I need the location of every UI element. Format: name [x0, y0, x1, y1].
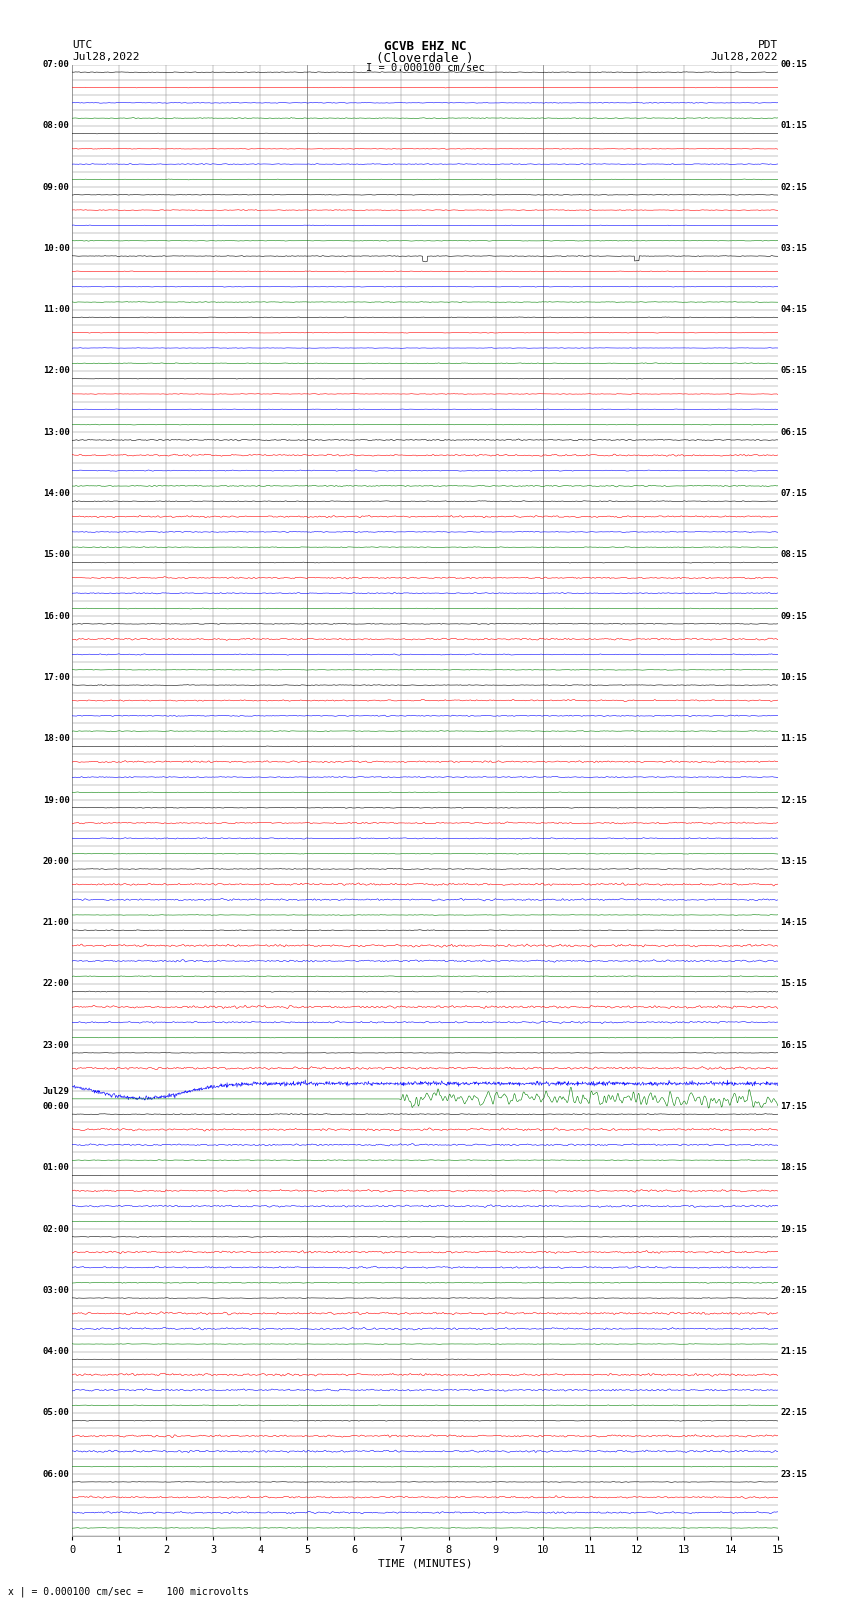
- Text: 18:15: 18:15: [780, 1163, 808, 1173]
- Text: I = 0.000100 cm/sec: I = 0.000100 cm/sec: [366, 63, 484, 73]
- Text: 17:15: 17:15: [780, 1102, 808, 1111]
- Text: 03:15: 03:15: [780, 244, 808, 253]
- Text: 21:15: 21:15: [780, 1347, 808, 1357]
- Text: 11:00: 11:00: [42, 305, 70, 315]
- Text: 07:15: 07:15: [780, 489, 808, 498]
- Text: 11:15: 11:15: [780, 734, 808, 744]
- Text: 09:15: 09:15: [780, 611, 808, 621]
- Text: 05:00: 05:00: [42, 1408, 70, 1418]
- Text: 04:00: 04:00: [42, 1347, 70, 1357]
- Text: 15:15: 15:15: [780, 979, 808, 989]
- Text: 15:00: 15:00: [42, 550, 70, 560]
- Text: 10:00: 10:00: [42, 244, 70, 253]
- Text: 01:15: 01:15: [780, 121, 808, 131]
- Text: 05:15: 05:15: [780, 366, 808, 376]
- Text: 19:15: 19:15: [780, 1224, 808, 1234]
- Text: 19:00: 19:00: [42, 795, 70, 805]
- Text: 12:00: 12:00: [42, 366, 70, 376]
- Text: 09:00: 09:00: [42, 182, 70, 192]
- Text: UTC: UTC: [72, 40, 93, 50]
- Text: 21:00: 21:00: [42, 918, 70, 927]
- Text: (Cloverdale ): (Cloverdale ): [377, 52, 473, 65]
- Text: PDT: PDT: [757, 40, 778, 50]
- Text: 22:15: 22:15: [780, 1408, 808, 1418]
- Text: 20:00: 20:00: [42, 857, 70, 866]
- Text: 03:00: 03:00: [42, 1286, 70, 1295]
- Text: 01:00: 01:00: [42, 1163, 70, 1173]
- Text: 06:15: 06:15: [780, 427, 808, 437]
- Text: 16:00: 16:00: [42, 611, 70, 621]
- Text: 08:00: 08:00: [42, 121, 70, 131]
- Text: 18:00: 18:00: [42, 734, 70, 744]
- Text: 13:15: 13:15: [780, 857, 808, 866]
- Text: 00:15: 00:15: [780, 60, 808, 69]
- Text: 06:00: 06:00: [42, 1469, 70, 1479]
- Text: 08:15: 08:15: [780, 550, 808, 560]
- Text: 00:00: 00:00: [42, 1102, 70, 1111]
- Text: x | = 0.000100 cm/sec =    100 microvolts: x | = 0.000100 cm/sec = 100 microvolts: [8, 1586, 249, 1597]
- Text: GCVB EHZ NC: GCVB EHZ NC: [383, 40, 467, 53]
- Text: Jul28,2022: Jul28,2022: [72, 52, 139, 61]
- Text: 14:15: 14:15: [780, 918, 808, 927]
- Text: 20:15: 20:15: [780, 1286, 808, 1295]
- Text: 23:00: 23:00: [42, 1040, 70, 1050]
- X-axis label: TIME (MINUTES): TIME (MINUTES): [377, 1558, 473, 1569]
- Text: 02:00: 02:00: [42, 1224, 70, 1234]
- Text: 07:00: 07:00: [42, 60, 70, 69]
- Text: Jul28,2022: Jul28,2022: [711, 52, 778, 61]
- Text: Jul29: Jul29: [42, 1087, 70, 1095]
- Text: 10:15: 10:15: [780, 673, 808, 682]
- Text: 12:15: 12:15: [780, 795, 808, 805]
- Text: 13:00: 13:00: [42, 427, 70, 437]
- Text: 17:00: 17:00: [42, 673, 70, 682]
- Text: 23:15: 23:15: [780, 1469, 808, 1479]
- Text: 22:00: 22:00: [42, 979, 70, 989]
- Text: 04:15: 04:15: [780, 305, 808, 315]
- Text: 16:15: 16:15: [780, 1040, 808, 1050]
- Text: 14:00: 14:00: [42, 489, 70, 498]
- Text: 02:15: 02:15: [780, 182, 808, 192]
